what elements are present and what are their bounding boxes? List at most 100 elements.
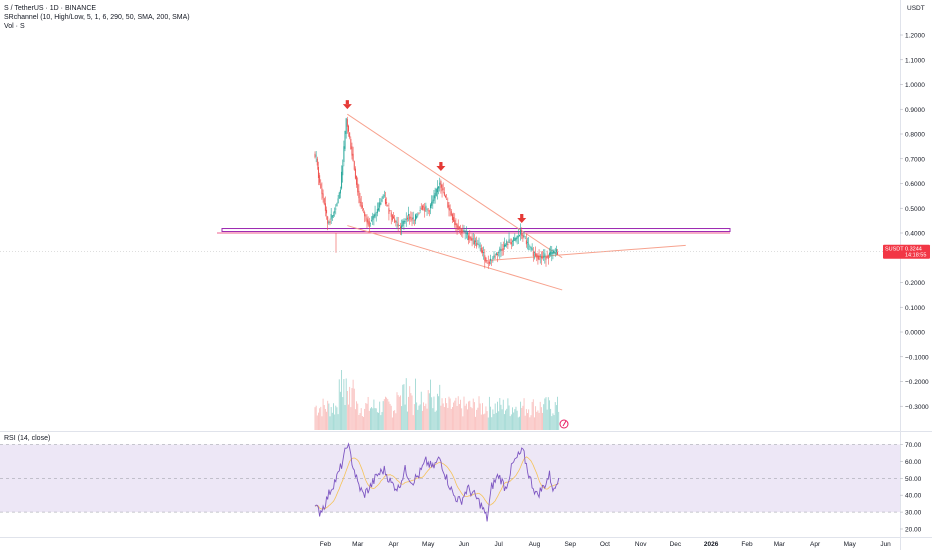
arrow-head <box>517 218 527 223</box>
volume-bar <box>543 404 545 430</box>
candle-body <box>532 251 534 256</box>
candle-body <box>476 242 478 247</box>
volume-bar <box>521 407 523 430</box>
candle-body <box>420 208 422 209</box>
candle-body <box>505 244 507 247</box>
time-tick-label: Feb <box>741 541 753 548</box>
volume-bar <box>443 407 445 430</box>
candle-body <box>417 214 419 216</box>
candle-body <box>481 250 483 253</box>
volume-bar <box>425 403 427 430</box>
volume-bar <box>442 403 444 430</box>
candle-body <box>457 225 459 230</box>
volume-bar <box>424 406 426 430</box>
volume-bar <box>371 407 373 430</box>
candle-body <box>523 235 525 237</box>
volume-bar <box>542 412 543 430</box>
candle-body <box>372 216 374 220</box>
volume-bar <box>331 412 333 430</box>
time-tick-label: Jun <box>459 541 470 548</box>
candle-body <box>500 249 502 251</box>
candle-body <box>376 208 378 214</box>
volume-bar <box>508 405 510 430</box>
candle-body <box>426 208 428 210</box>
volume-bar <box>411 395 413 430</box>
volume-bar <box>539 401 541 430</box>
volume-bar <box>391 417 393 430</box>
candle-body <box>516 236 518 239</box>
volume-bar <box>354 409 356 430</box>
replay-circle <box>559 419 569 429</box>
candle-body <box>484 255 486 262</box>
volume-bar <box>348 404 349 430</box>
candle-body <box>323 198 325 205</box>
candle-body <box>477 243 479 245</box>
price-scale: 1.2000 1.1000 1.0000 0.9000 0.8000 0.7000 0.60… <box>900 33 929 411</box>
volume-bar <box>409 386 411 430</box>
volume-bar <box>408 396 410 430</box>
candle-body <box>462 230 464 233</box>
volume-bar <box>418 405 420 430</box>
volume-bar <box>547 397 549 430</box>
candle-body <box>369 222 371 224</box>
candle-body <box>550 251 552 255</box>
candle-body <box>334 211 336 213</box>
volume-bar <box>383 399 385 430</box>
rsi-tick-label: 20.00 <box>905 527 922 534</box>
candle-body <box>531 248 533 251</box>
volume-bar <box>382 401 384 430</box>
candle-body <box>449 208 451 211</box>
candle-body <box>551 251 553 255</box>
volume-bar <box>327 400 329 430</box>
volume-bar <box>557 396 558 430</box>
volume-bar <box>518 416 520 430</box>
volume-bar <box>333 403 334 430</box>
volume-bar <box>513 412 515 430</box>
candle-body <box>501 249 503 252</box>
rsi-tick-label: 40.00 <box>905 493 922 500</box>
candle-body <box>413 219 415 221</box>
volume-bar <box>457 396 459 430</box>
candle-body <box>488 261 490 264</box>
candle-body <box>528 243 530 245</box>
volume-bar <box>440 405 442 430</box>
volume-bar <box>374 408 376 430</box>
badge-bg <box>883 244 930 259</box>
price-tick-label: 0.2000 <box>905 280 925 287</box>
candle-body <box>453 217 455 222</box>
candle-body <box>543 256 545 258</box>
time-tick-label: Dec <box>670 541 682 548</box>
candle-body <box>538 255 540 260</box>
candle-body <box>416 216 418 219</box>
candle-body <box>466 232 468 235</box>
volume-bar <box>360 408 362 430</box>
volume-bar <box>501 409 503 430</box>
candle-body <box>502 248 504 251</box>
candle-body <box>518 235 520 236</box>
volume-bar <box>394 410 396 430</box>
candle-body <box>368 221 370 227</box>
volume-bar <box>497 401 498 430</box>
candle-body <box>382 195 384 199</box>
volume-bar <box>491 417 493 430</box>
volume-bar <box>461 408 463 430</box>
volume-bar <box>412 415 414 430</box>
rsi-indicator-label: RSI (14, close) <box>4 435 51 442</box>
candle-body <box>483 251 485 253</box>
volume-bar <box>529 417 531 430</box>
candle-body <box>371 220 373 222</box>
candle-body <box>491 259 493 261</box>
support-zone <box>221 228 731 233</box>
volume-bar <box>397 395 399 430</box>
symbol-title: S / TetherUS · 1D · BINANCE <box>4 5 97 12</box>
candle-body <box>387 205 389 206</box>
candle-body <box>432 199 434 204</box>
volume-bar <box>528 409 530 430</box>
volume-bar <box>551 416 553 430</box>
volume-bar <box>318 412 319 430</box>
volume-bar <box>441 398 443 430</box>
candle-body <box>547 255 549 259</box>
candle-body <box>419 209 421 211</box>
